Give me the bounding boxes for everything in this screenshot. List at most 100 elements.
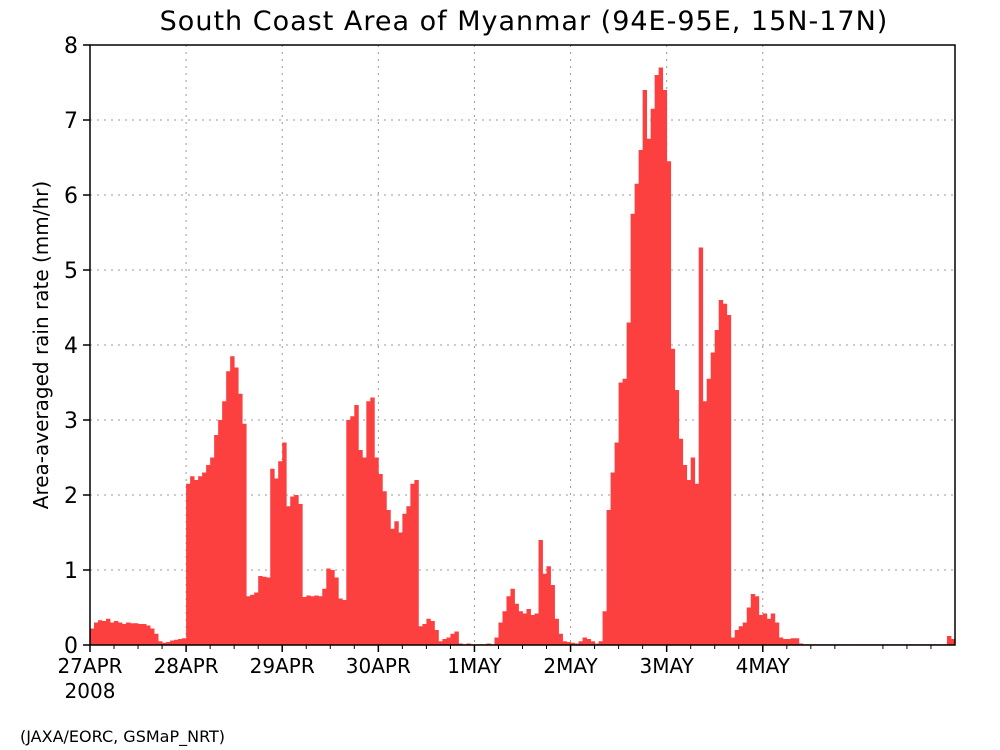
rain-bar	[206, 465, 211, 645]
rain-bar	[146, 625, 151, 645]
rain-bar	[546, 566, 551, 645]
credit-label: (JAXA/EORC, GSMaP_NRT)	[20, 727, 225, 747]
y-tick-label: 8	[64, 34, 78, 59]
rain-bar	[714, 330, 720, 645]
rain-bar	[754, 596, 760, 645]
rain-bar	[202, 472, 207, 645]
rain-bar	[402, 513, 407, 645]
rain-bar	[570, 642, 575, 645]
rain-bar	[530, 615, 535, 645]
rain-bar	[310, 596, 315, 645]
rain-bar	[558, 633, 563, 645]
y-tick-label: 7	[64, 109, 78, 134]
rain-bar	[98, 620, 103, 645]
rain-bar	[106, 618, 111, 645]
rain-bar	[510, 588, 515, 645]
rain-bar	[166, 642, 171, 645]
rain-bar	[434, 630, 439, 645]
y-tick-label: 6	[64, 184, 78, 209]
rain-bar	[118, 622, 123, 645]
rain-bar	[182, 638, 187, 645]
rain-bar	[326, 568, 331, 645]
rain-bar	[718, 300, 724, 645]
rain-bar	[346, 420, 351, 645]
rain-bar	[454, 631, 459, 645]
rain-bar	[534, 613, 539, 645]
rain-bar	[662, 90, 668, 645]
rain-bar	[586, 639, 591, 645]
year-label: 2008	[65, 679, 116, 703]
rain-bar	[566, 642, 571, 645]
x-tick-label: 29APR	[250, 654, 315, 678]
rain-bar	[602, 611, 607, 645]
rain-bar	[398, 532, 403, 645]
axis-ticks: 0 1 2 3 4 5 6 7 8 27APR 28APR 29APR 30APR 1MAY 2MAY 3MA…	[57, 34, 932, 678]
rain-bar	[794, 638, 800, 645]
rain-bar	[710, 352, 716, 645]
rain-bar	[194, 480, 199, 645]
rain-bar	[946, 636, 952, 645]
rain-bar	[218, 420, 223, 645]
rain-bar	[246, 596, 251, 645]
rain-bar	[306, 595, 311, 645]
rain-bar	[110, 622, 115, 645]
x-tick-label: 1MAY	[447, 654, 502, 678]
rain-bar	[514, 603, 519, 645]
rain-bar	[438, 641, 443, 645]
rain-bar	[634, 183, 640, 645]
rain-bar	[154, 633, 159, 645]
rain-bar	[522, 613, 527, 645]
rain-bar	[286, 506, 291, 645]
rain-bar	[730, 637, 736, 645]
rain-bar	[278, 461, 283, 645]
chart-title: South Coast Area of Myanmar (94E-95E, 15…	[160, 6, 889, 37]
y-tick-label: 4	[64, 334, 78, 359]
rain-bar	[742, 622, 748, 645]
rain-bar	[758, 615, 764, 645]
rain-bar	[230, 356, 235, 645]
rain-bar	[270, 468, 275, 645]
rain-bar	[518, 611, 523, 645]
rain-bar	[378, 474, 383, 645]
rain-bar	[770, 613, 776, 645]
rain-bar	[630, 213, 636, 645]
rain-bar	[214, 435, 219, 645]
rain-bar	[582, 637, 587, 645]
rain-bar	[550, 585, 555, 645]
rain-bar	[186, 483, 191, 645]
rain-bar	[702, 401, 708, 645]
rain-bar	[238, 393, 243, 645]
x-tick-label: 30APR	[346, 654, 411, 678]
y-tick-label: 0	[64, 634, 78, 659]
rain-bar	[222, 401, 227, 645]
rain-bar	[442, 639, 447, 645]
bar-series	[90, 67, 956, 645]
rain-bar	[578, 641, 583, 645]
rain-bar	[130, 623, 135, 645]
rain-bar	[422, 624, 427, 645]
rain-bar	[338, 598, 343, 645]
rain-bar	[446, 637, 451, 645]
rain-bar	[654, 75, 660, 645]
rain-bar	[122, 624, 127, 645]
rain-bar	[302, 597, 307, 645]
rain-bar	[626, 322, 632, 645]
rain-bar	[174, 639, 179, 645]
rain-bar	[418, 626, 423, 645]
rain-bar	[494, 637, 499, 645]
rain-bar	[318, 596, 323, 645]
rain-bar	[366, 401, 371, 645]
rain-bar	[294, 495, 299, 645]
rain-bar	[430, 621, 435, 645]
rain-bar	[358, 450, 363, 645]
rain-bar	[370, 397, 375, 645]
rain-bar	[210, 457, 215, 645]
rain-bar	[266, 577, 271, 645]
rain-bar	[682, 465, 688, 645]
rain-bar	[790, 638, 796, 645]
rain-bar	[390, 528, 395, 645]
rain-bar	[382, 491, 387, 645]
rain-bar	[162, 642, 167, 645]
rain-bar	[590, 641, 595, 645]
